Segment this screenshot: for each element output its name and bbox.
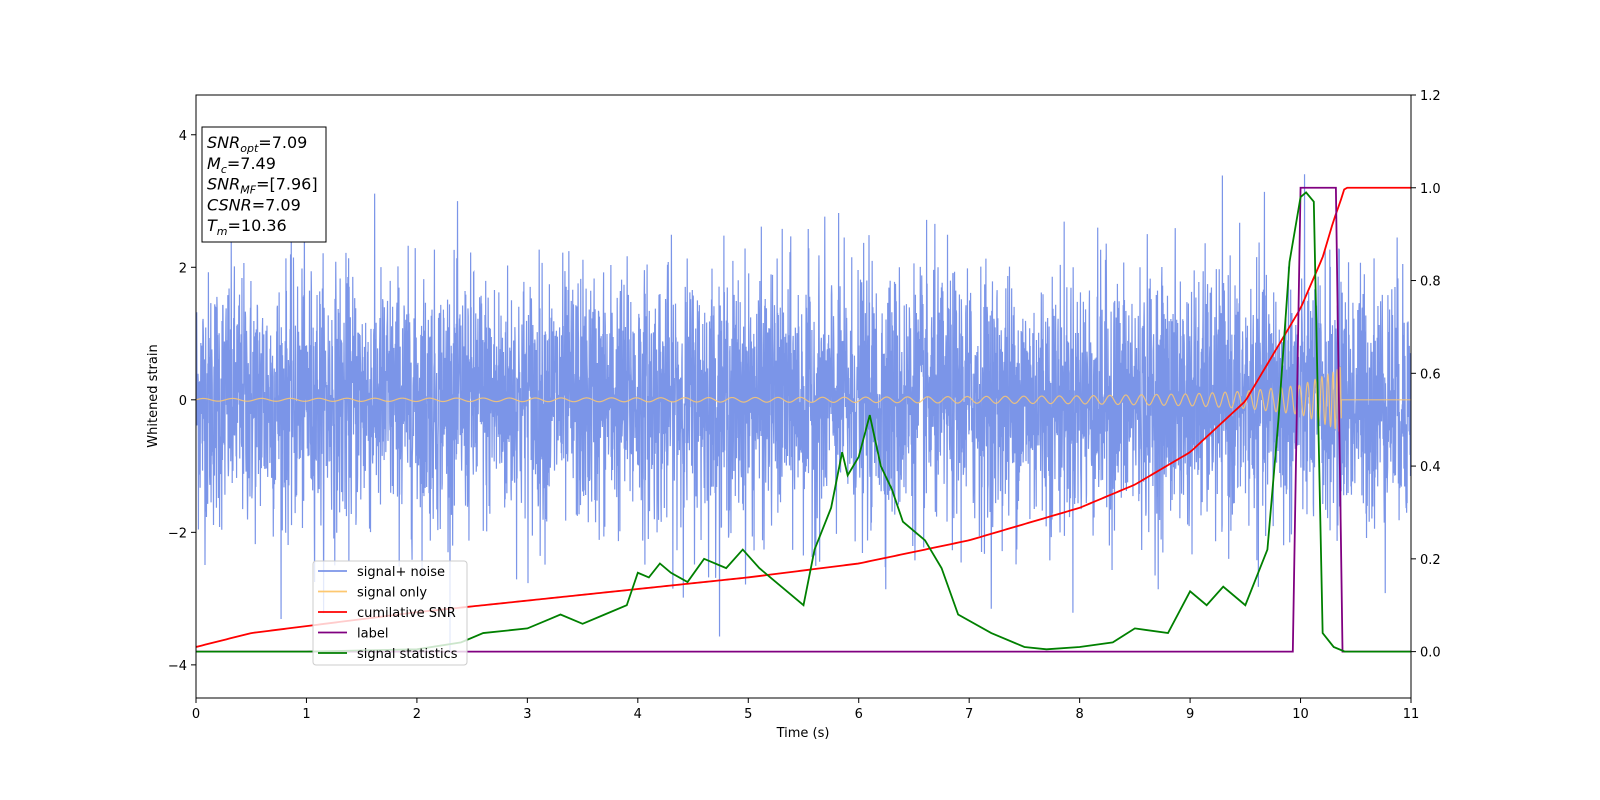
annotation-frame	[201, 126, 327, 243]
x-tick-label: 4	[634, 707, 642, 722]
y-tick-label: 2	[179, 261, 187, 276]
y-tick-label: 0	[179, 394, 187, 409]
x-axis: 0 1 2 3 4 5 6 7 8 9 10 11	[192, 698, 1419, 722]
x-tick-label: 6	[855, 707, 863, 722]
legend-label: cumilative SNR	[357, 606, 456, 621]
legend: signal+ noise signal only cumilative SNR la…	[312, 560, 468, 666]
y2-tick-label: 0.4	[1420, 460, 1441, 475]
legend-label: signal+ noise	[357, 565, 445, 580]
annotation-line: CSNR=7.09	[207, 195, 301, 214]
legend-box	[312, 560, 468, 666]
x-tick-label: 0	[192, 707, 200, 722]
y2-tick-label: 0.8	[1420, 275, 1441, 290]
y-tick-label: −4	[168, 659, 187, 674]
x-tick-label: 10	[1292, 707, 1309, 722]
x-axis-label: Time (s)	[776, 726, 830, 741]
x-tick-label: 5	[744, 707, 752, 722]
x-tick-label: 1	[302, 707, 310, 722]
annotation-line: SNRopt=7.09	[207, 133, 307, 155]
series-signal-noise-line	[196, 174, 1411, 653]
y2-tick-label: 1.0	[1420, 182, 1441, 197]
series-signal-statistics-line	[196, 191, 1411, 653]
y-tick-label: −2	[168, 526, 187, 541]
y2-tick-label: 0.6	[1420, 367, 1441, 382]
y-axis-label: Whitened strain	[146, 344, 161, 447]
y2-tick-label: 1.2	[1420, 89, 1441, 104]
plot-frame	[195, 94, 1412, 699]
x-tick-label: 11	[1403, 707, 1420, 722]
x-tick-label: 7	[965, 707, 973, 722]
x-tick-label: 3	[523, 707, 531, 722]
series-signal-only-line	[196, 366, 1411, 432]
y-tick-label: 4	[179, 129, 187, 144]
y-axis-right: 0.0 0.2 0.4 0.6 0.8 1.0 1.2	[1411, 89, 1441, 661]
signal-only-series	[196, 366, 1411, 432]
x-tick-label: 2	[413, 707, 421, 722]
legend-label: signal statistics	[357, 647, 458, 662]
y2-tick-label: 0.2	[1420, 553, 1441, 568]
annotation-line: Tm=10.36	[207, 216, 287, 238]
legend-label: signal only	[357, 586, 427, 601]
noise-series	[196, 174, 1411, 653]
legend-label: label	[357, 627, 388, 642]
y2-tick-label: 0.0	[1420, 646, 1441, 661]
y-axis-left: −4 −2 0 2 4	[168, 129, 196, 674]
annotation-line: Mc=7.49	[207, 154, 276, 176]
x-tick-label: 9	[1186, 707, 1194, 722]
x-tick-label: 8	[1075, 707, 1083, 722]
annotation-line: SNRMF=[7.96]	[207, 175, 318, 197]
